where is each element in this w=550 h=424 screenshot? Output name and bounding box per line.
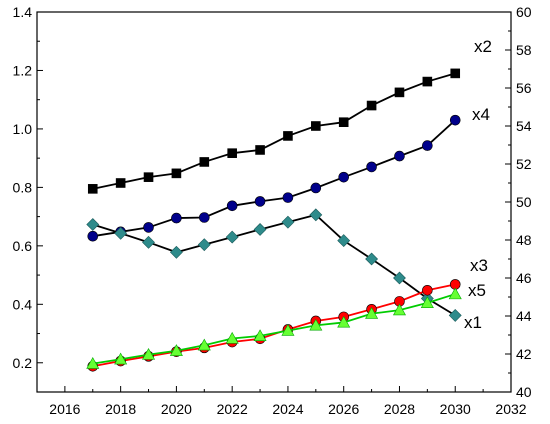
data-point-x1 xyxy=(309,208,323,222)
series-label-x2: x2 xyxy=(474,37,492,56)
data-point-x5 xyxy=(281,323,295,336)
x-tick-label: 2016 xyxy=(49,401,80,417)
y2-tick-label: 60 xyxy=(516,4,532,20)
y-tick-label: 0.4 xyxy=(13,296,33,312)
x-tick-label: 2026 xyxy=(328,401,359,417)
series-labels: x2 x4 x1 x3 x5 xyxy=(464,37,492,332)
x-tick-label: 2028 xyxy=(384,401,415,417)
data-point-x5 xyxy=(309,318,323,331)
axes: 2016 2018 2020 2022 2024 2026 2028 2030 2032 0.2 0… xyxy=(13,4,532,417)
data-point-x4 xyxy=(198,212,210,223)
series-label-x1: x1 xyxy=(464,313,482,332)
data-point-x5 xyxy=(197,338,211,351)
data-point-x2 xyxy=(115,178,126,188)
series-x5 xyxy=(86,287,462,369)
y2-tick-label: 42 xyxy=(516,346,532,362)
data-point-x5 xyxy=(337,315,351,328)
y2-tick-label: 50 xyxy=(516,194,532,210)
data-point-x5 xyxy=(365,307,379,319)
data-point-x5 xyxy=(169,344,183,356)
data-point-x4 xyxy=(394,150,405,162)
y-tick-label: 1.4 xyxy=(13,4,33,20)
data-point-x4 xyxy=(226,200,238,212)
series-label-x5: x5 xyxy=(468,281,486,300)
series-label-x4: x4 xyxy=(472,105,490,124)
series-x4 xyxy=(87,114,461,242)
data-point-x1 xyxy=(448,308,462,322)
data-point-x5 xyxy=(114,352,128,365)
data-point-x4 xyxy=(366,161,377,173)
series-label-x3: x3 xyxy=(470,256,488,275)
y2-tick-label: 54 xyxy=(516,118,532,134)
y2-tick-label: 48 xyxy=(516,232,532,248)
series-layer xyxy=(86,68,462,372)
data-point-x2 xyxy=(366,100,377,111)
data-point-x3 xyxy=(422,284,433,296)
y2-tick-label: 58 xyxy=(516,42,532,58)
y-tick-label: 1.2 xyxy=(13,62,33,78)
data-point-x2 xyxy=(422,76,433,87)
data-point-x5 xyxy=(392,303,406,316)
data-point-x2 xyxy=(227,148,237,158)
y2-tick-label: 46 xyxy=(516,270,532,286)
data-point-x2 xyxy=(199,157,210,167)
x-tick-label: 2020 xyxy=(161,401,192,417)
data-point-x1 xyxy=(281,215,295,229)
series-x1 xyxy=(86,208,462,322)
series-x2 xyxy=(87,68,461,194)
x-tick-label: 2024 xyxy=(272,401,303,417)
data-point-x4 xyxy=(338,171,350,183)
x-tick-label: 2032 xyxy=(495,401,526,417)
data-point-x2 xyxy=(143,172,154,182)
data-point-x5 xyxy=(225,331,239,344)
data-point-x2 xyxy=(338,117,349,127)
y-tick-label: 1.0 xyxy=(13,121,33,137)
y-tick-label: 0.2 xyxy=(13,355,33,371)
y2-tick-label: 40 xyxy=(516,384,532,400)
data-point-x1 xyxy=(393,271,406,285)
x-tick-label: 2030 xyxy=(440,401,471,417)
y2-tick-label: 56 xyxy=(516,80,532,96)
data-point-x5 xyxy=(448,287,462,300)
data-point-x2 xyxy=(87,184,98,194)
data-point-x5 xyxy=(420,296,434,308)
y-tick-label: 0.8 xyxy=(13,179,33,195)
data-point-x2 xyxy=(394,87,405,98)
data-point-x1 xyxy=(86,218,100,231)
data-point-x4 xyxy=(254,196,266,207)
series-line-x5 xyxy=(92,293,456,365)
data-point-x1 xyxy=(169,245,183,259)
data-point-x2 xyxy=(450,68,461,79)
y-tick-label: 0.6 xyxy=(13,238,33,254)
data-point-x4 xyxy=(171,212,182,224)
data-point-x4 xyxy=(143,222,154,233)
data-point-x1 xyxy=(225,230,239,244)
data-point-x1 xyxy=(114,226,128,240)
data-point-x2 xyxy=(311,121,321,131)
y2-tick-label: 52 xyxy=(516,156,532,172)
data-point-x1 xyxy=(365,252,379,266)
data-point-x2 xyxy=(255,145,265,155)
data-point-x5 xyxy=(142,347,156,360)
data-point-x4 xyxy=(449,114,461,126)
data-point-x4 xyxy=(282,192,294,203)
data-point-x2 xyxy=(171,168,182,179)
data-point-x1 xyxy=(337,234,351,248)
x-tick-label: 2022 xyxy=(217,401,248,417)
y2-tick-label: 44 xyxy=(516,308,532,324)
x-tick-label: 2018 xyxy=(105,401,136,417)
data-point-x2 xyxy=(283,131,293,141)
data-point-x1 xyxy=(142,235,155,249)
data-point-x4 xyxy=(310,182,322,194)
data-point-x5 xyxy=(253,329,267,341)
data-point-x1 xyxy=(197,238,211,252)
data-point-x5 xyxy=(86,357,100,369)
data-point-x4 xyxy=(87,230,99,242)
data-point-x1 xyxy=(253,223,267,236)
data-point-x4 xyxy=(422,140,433,151)
